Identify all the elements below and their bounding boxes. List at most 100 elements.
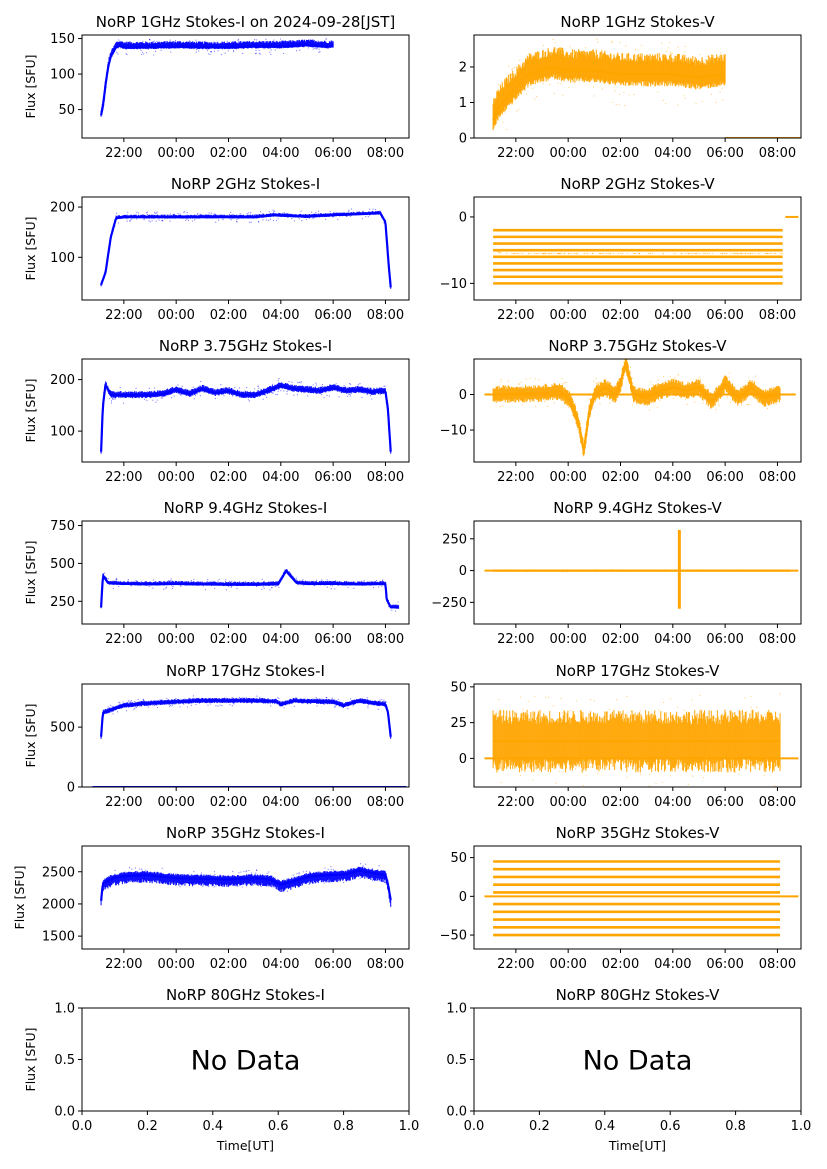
data-point: [511, 252, 513, 255]
data-point: [348, 209, 350, 211]
data-point: [598, 718, 600, 720]
data-point: [758, 721, 760, 723]
data-point: [499, 569, 501, 571]
data-point: [262, 700, 264, 702]
data-point: [169, 213, 171, 215]
y-tick-label: 1: [459, 96, 467, 111]
data-point: [149, 221, 151, 223]
data-point: [729, 401, 731, 404]
data-point: [598, 381, 600, 383]
data-point: [279, 38, 282, 40]
data-point: [258, 49, 260, 52]
data-point: [384, 385, 386, 387]
data-point: [312, 583, 314, 585]
data-point: [703, 68, 705, 70]
data-point: [500, 378, 502, 381]
data-point: [205, 42, 207, 44]
data-point: [166, 41, 168, 43]
panel-6: NoRP 3.75GHz Stokes-V22:00 00:00 02:00 04:0…: [440, 337, 802, 485]
data-point: [585, 252, 588, 255]
data-point: [687, 60, 690, 62]
data-point: [155, 220, 157, 222]
data-point: [647, 569, 650, 572]
data-point: [714, 731, 716, 733]
panel-5: NoRP 3.75GHz Stokes-I22:00 00:00 02:00 04:0…: [23, 337, 410, 485]
data-point: [715, 409, 717, 411]
data-point: [619, 41, 621, 44]
data-point: [195, 48, 198, 51]
data-point: [593, 380, 595, 383]
data-point: [342, 389, 344, 391]
data-point: [646, 751, 648, 753]
data-point: [535, 570, 538, 572]
data-point: [307, 47, 309, 49]
data-point: [125, 48, 128, 50]
data-point: [699, 709, 701, 711]
data-point: [306, 395, 309, 397]
data-point: [499, 251, 501, 254]
data-point: [510, 391, 512, 393]
data-point: [672, 714, 674, 716]
data-point: [748, 377, 750, 379]
data-point: [127, 580, 129, 582]
data-point: [292, 575, 294, 578]
data-point: [548, 387, 550, 389]
data-point: [136, 218, 138, 220]
x-tick-label: 22:00: [497, 146, 534, 161]
data-point: [570, 252, 572, 255]
data-point: [109, 54, 111, 56]
data-point: [737, 252, 739, 255]
data-point: [632, 252, 635, 255]
data-point: [595, 393, 597, 395]
data-point: [214, 394, 216, 397]
data-point: [674, 83, 676, 85]
data-point: [207, 578, 209, 581]
data-point: [560, 252, 563, 255]
data-point: [231, 697, 233, 699]
y-tick-label: 0: [459, 752, 467, 767]
data-point: [748, 390, 750, 392]
data-point: [590, 748, 592, 750]
data-point: [307, 42, 310, 44]
data-point: [683, 709, 685, 711]
data-point: [694, 569, 696, 571]
data-point: [147, 48, 150, 50]
data-point: [771, 569, 773, 572]
y-tick-label: 500: [50, 557, 75, 572]
data-point: [238, 696, 241, 699]
data-point: [608, 82, 611, 85]
data-point: [551, 395, 554, 397]
data-point: [588, 394, 591, 397]
data-point: [657, 569, 659, 571]
x-tick-label: 22:00: [497, 632, 534, 647]
data-point: [351, 701, 353, 703]
data-point: [299, 49, 301, 51]
y-tick-label: 150: [50, 32, 75, 47]
axes-frame: [81, 683, 410, 788]
data-point: [522, 252, 524, 255]
data-point: [256, 695, 258, 697]
data-point: [609, 732, 611, 734]
x-tick-label: 04:00: [654, 470, 691, 485]
data-point: [531, 87, 534, 89]
data-point: [326, 394, 328, 396]
data-point: [699, 53, 701, 56]
data-point: [374, 703, 376, 705]
data-point: [698, 66, 700, 68]
data-point: [375, 212, 377, 214]
data-point: [702, 737, 704, 739]
data-point: [563, 387, 566, 390]
data-point: [574, 81, 576, 84]
data-point: [125, 710, 128, 712]
data-point: [779, 693, 781, 695]
data-point: [553, 384, 555, 386]
y-tick-label: −10: [440, 277, 467, 292]
data-point: [195, 703, 197, 706]
data-point: [184, 211, 186, 213]
data-point: [172, 213, 174, 215]
data-point: [367, 707, 369, 709]
data-point: [207, 46, 209, 48]
data-point: [245, 697, 247, 699]
data-point: [619, 387, 621, 389]
data-point: [251, 702, 253, 705]
